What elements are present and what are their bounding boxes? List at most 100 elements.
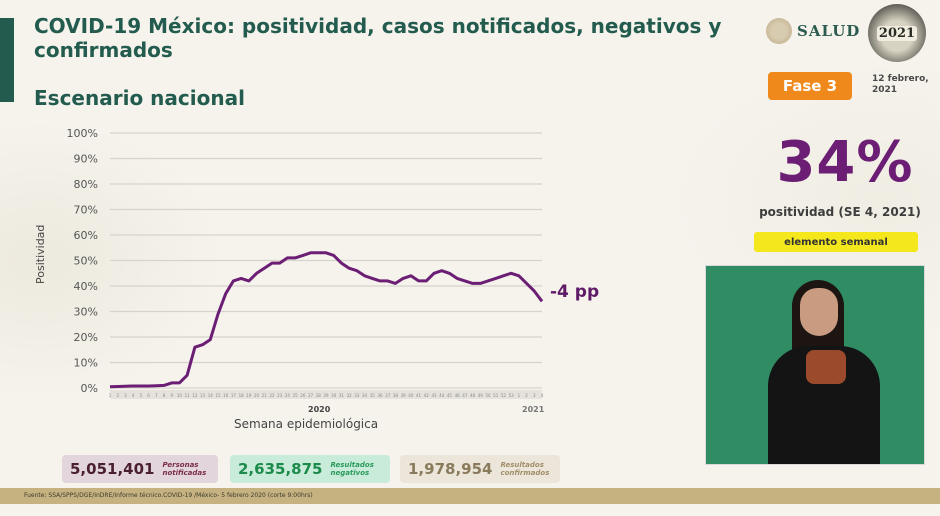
positivity-line [109,251,544,389]
y-tick-label: 70% [74,204,98,217]
stat-confirmed: 1,978,954 Resultados confirmados [400,455,560,483]
sign-language-video [705,265,925,465]
x-tick-label: 50 [485,393,491,398]
y-axis-label: Positividad [34,224,47,284]
stat-label-line2: negativos [330,469,370,477]
x-tick-label: 20 [254,393,260,398]
y-tick-label: 60% [74,229,98,242]
report-date-line2: 2021 [872,85,898,95]
y-tick-label: 100% [67,127,98,140]
x-tick-label: 37 [385,393,391,398]
report-date-line1: 12 febrero, [872,74,929,84]
chart-plot: 100%90%80%70%60%50%40%30%20%10%0%1 2 3 4 5 6 7… [67,127,544,399]
y-tick-label: 20% [74,331,98,344]
x-tick-label: 39 [401,393,407,398]
y-tick-label: 10% [74,357,98,370]
x-tick-band [110,390,542,399]
interpreter-face [800,288,838,336]
y-tick-label: 80% [74,178,98,191]
x-tick-label: 49 [478,393,484,398]
x-tick-label: 4 [541,393,544,398]
x-tick-label: 15 [215,393,221,398]
x-tick-label: 25 [293,393,299,398]
x-tick-label: 45 [447,393,453,398]
x-tick-label: 19 [246,393,252,398]
x-tick-label: 10 [177,393,183,398]
x-tick-label: 47 [462,393,468,398]
x-tick-label: 30 [331,393,337,398]
report-date: 12 febrero, 2021 [872,74,929,96]
y-tick-label: 90% [74,153,98,166]
page-subtitle: Escenario nacional [34,86,245,110]
x-tick-label: 29 [323,393,329,398]
stat-confirmed-value: 1,978,954 [408,460,493,478]
x-tick-label: 1 [518,393,521,398]
y-tick-label: 0% [81,382,98,395]
stat-label-line2: confirmados [500,469,550,477]
stat-negative-value: 2,635,875 [238,460,323,478]
x-tick-label: 5 [140,393,143,398]
x-tick-label: 51 [493,393,499,398]
x-tick-label: 18 [239,393,245,398]
x-tick-label: 17 [231,393,237,398]
x-tick-label: 38 [393,393,399,398]
x-tick-label: 22 [269,393,275,398]
stat-negative-label: Resultados negativos [330,461,373,477]
stat-label-line2: notificadas [162,469,207,477]
stat-notified-value: 5,051,401 [70,460,155,478]
stat-notified: 5,051,401 Personas notificadas [62,455,218,483]
salud-logo: SALUD [766,18,860,44]
interpreter-hands [806,350,846,384]
positivity-label: positividad (SE 4, 2021) [759,205,921,219]
x-tick-label: 3 [533,393,536,398]
change-annotation: -4 pp [550,282,600,302]
positivity-chart: Positividad 100% 90% 80% 70% 60% 50% 40% 30% 20%… [30,122,620,442]
x-tick-label: 1 [109,393,112,398]
stat-label-line1: Personas [162,461,199,469]
stat-negative: 2,635,875 Resultados negativos [230,455,390,483]
x-tick-label: 13 [200,393,206,398]
x-tick-label: 14 [208,393,214,398]
x-tick-label: 7 [155,393,158,398]
x-tick-label: 35 [370,393,376,398]
x-tick-label: 16 [223,393,229,398]
year-2021-logo: 2021 [868,4,926,62]
x-axis-title: Semana epidemiológica [234,417,379,431]
year-logo-text: 2021 [876,25,918,41]
x-tick-label: 42 [424,393,430,398]
accent-bar [0,18,14,102]
x-tick-label: 34 [362,393,368,398]
x-tick-label: 48 [470,393,476,398]
x-tick-label: 4 [132,393,135,398]
x-tick-label: 27 [308,393,314,398]
x-tick-label: 41 [416,393,422,398]
x-tick-label: 53 [509,393,515,398]
x-tick-label: 24 [285,393,291,398]
salud-logo-text: SALUD [797,22,861,40]
x-tick-label: 33 [354,393,360,398]
x-tick-label: 2 [525,393,528,398]
source-footer: Fuente: SSA/SPPS/DGE/InDRE/Informe técni… [0,488,940,504]
x-tick-label: 31 [339,393,345,398]
x-tick-label: 40 [408,393,414,398]
stat-label-line1: Resultados [500,461,544,469]
x-tick-label: 3 [124,393,127,398]
x-tick-label: 9 [170,393,173,398]
x-tick-label: 52 [501,393,507,398]
x-tick-label: 32 [347,393,353,398]
x-tick-label: 12 [192,393,198,398]
stat-notified-label: Personas notificadas [162,461,206,477]
page-title: COVID-19 México: positividad, casos noti… [34,14,722,62]
x-tick-label: 44 [439,393,445,398]
y-tick-label: 40% [74,280,98,293]
weekly-element-badge: elemento semanal [754,232,918,252]
x-tick-label: 6 [147,393,150,398]
x-tick-label: 43 [431,393,437,398]
phase-badge: Fase 3 [768,72,852,100]
x-tick-label: 23 [277,393,283,398]
x-tick-label: 8 [163,393,166,398]
x-tick-label: 46 [455,393,461,398]
x-tick-label: 36 [377,393,383,398]
x-group-2020: 2020 [308,405,331,414]
x-tick-label: 21 [262,393,268,398]
